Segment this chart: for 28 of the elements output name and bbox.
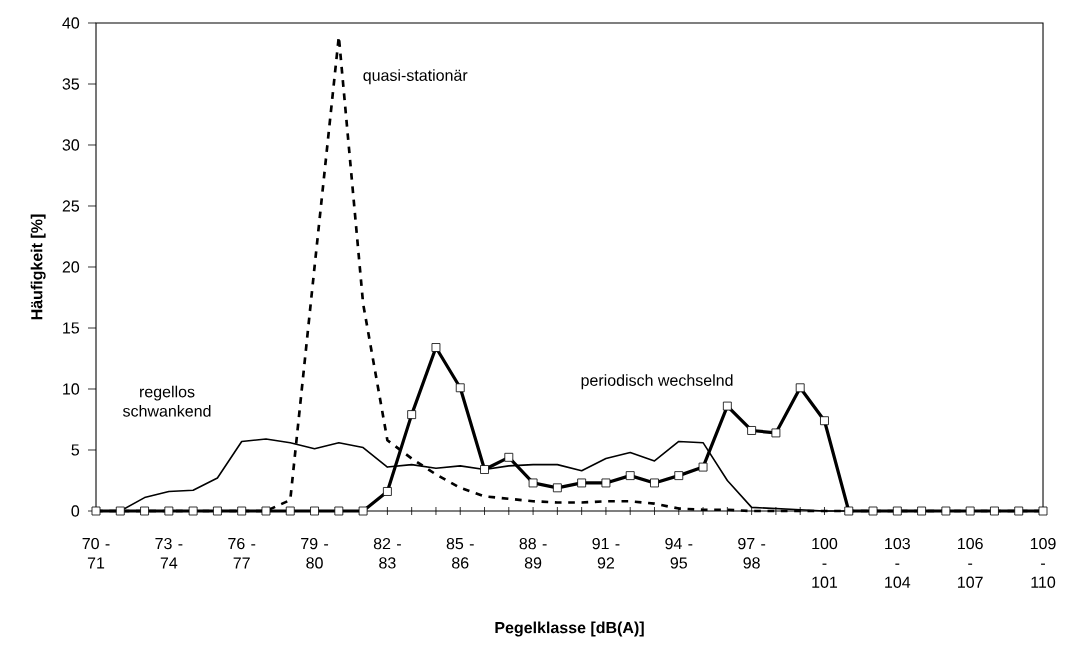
y-tick-label: 0 — [71, 505, 80, 517]
y-tick-label: 10 — [63, 383, 80, 395]
y-tick-label: 5 — [71, 444, 80, 456]
x-tick-label: 70 - 71 — [82, 537, 110, 569]
y-tick-label: 35 — [62, 78, 80, 90]
x-tick-label: 73 - 74 — [155, 537, 183, 569]
y-tick-label: 30 — [62, 139, 80, 151]
y-tick-label: 15 — [63, 322, 80, 334]
x-tick-label: 79 - 80 — [301, 537, 329, 569]
y-tick-label: 25 — [62, 200, 80, 212]
y-axis-title: Häufigkeit [%] — [30, 214, 46, 320]
y-tick-label: 20 — [62, 261, 80, 273]
x-tick-label: 94 - 95 — [665, 537, 693, 569]
x-tick-label: 88 - 89 — [519, 537, 547, 569]
x-tick-label: 106 - 107 — [958, 537, 983, 588]
x-tick-label: 82 - 83 — [373, 537, 401, 569]
series-label: periodisch wechselnd — [581, 374, 733, 390]
text: regellos schwankend — [122, 385, 211, 417]
y-tick-label: 40 — [62, 17, 80, 29]
x-tick-label: 85 - 86 — [446, 537, 474, 569]
x-tick-label: 91 - 92 — [592, 537, 620, 569]
x-tick-label: 100 - 101 — [812, 537, 838, 588]
x-axis-title: Pegelklasse [dB(A)] — [495, 621, 644, 637]
x-tick-label: 97 - 98 — [738, 537, 766, 569]
x-tick-label: 109 - 110 — [1030, 537, 1056, 588]
series-label: quasi-stationär — [363, 69, 468, 85]
x-tick-label: 103 - 104 — [885, 537, 911, 588]
x-tick-label: 76 - 77 — [228, 537, 256, 569]
